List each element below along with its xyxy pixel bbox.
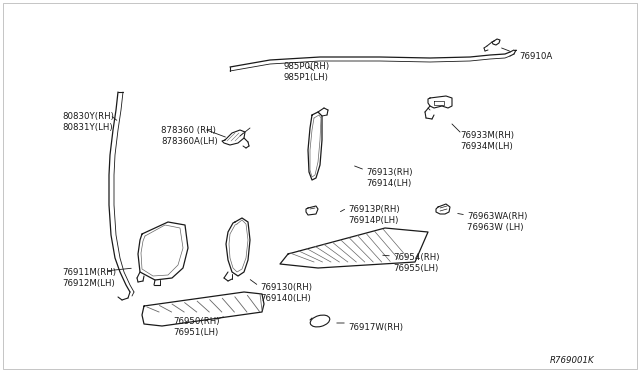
Text: 76954(RH)
76955(LH): 76954(RH) 76955(LH) [393,253,440,273]
Text: 76913(RH)
76914(LH): 76913(RH) 76914(LH) [366,168,413,189]
Text: 76933M(RH)
76934M(LH): 76933M(RH) 76934M(LH) [460,131,514,151]
Text: R769001K: R769001K [549,356,594,365]
Text: 76950(RH)
76951(LH): 76950(RH) 76951(LH) [173,317,220,337]
Text: 76910A: 76910A [519,52,552,61]
Ellipse shape [310,315,330,327]
Text: 76913P(RH)
76914P(LH): 76913P(RH) 76914P(LH) [348,205,399,225]
Text: 76911M(RH)
76912M(LH): 76911M(RH) 76912M(LH) [62,268,116,288]
Text: 80830Y(RH)
80831Y(LH): 80830Y(RH) 80831Y(LH) [62,112,114,132]
Text: 985P0(RH)
985P1(LH): 985P0(RH) 985P1(LH) [284,62,330,83]
Text: 76963WA(RH)
76963W (LH): 76963WA(RH) 76963W (LH) [467,212,527,232]
Text: 769130(RH)
769140(LH): 769130(RH) 769140(LH) [260,283,312,304]
Text: 76917W(RH): 76917W(RH) [348,323,403,332]
Text: 878360 (RH)
878360A(LH): 878360 (RH) 878360A(LH) [161,126,218,147]
